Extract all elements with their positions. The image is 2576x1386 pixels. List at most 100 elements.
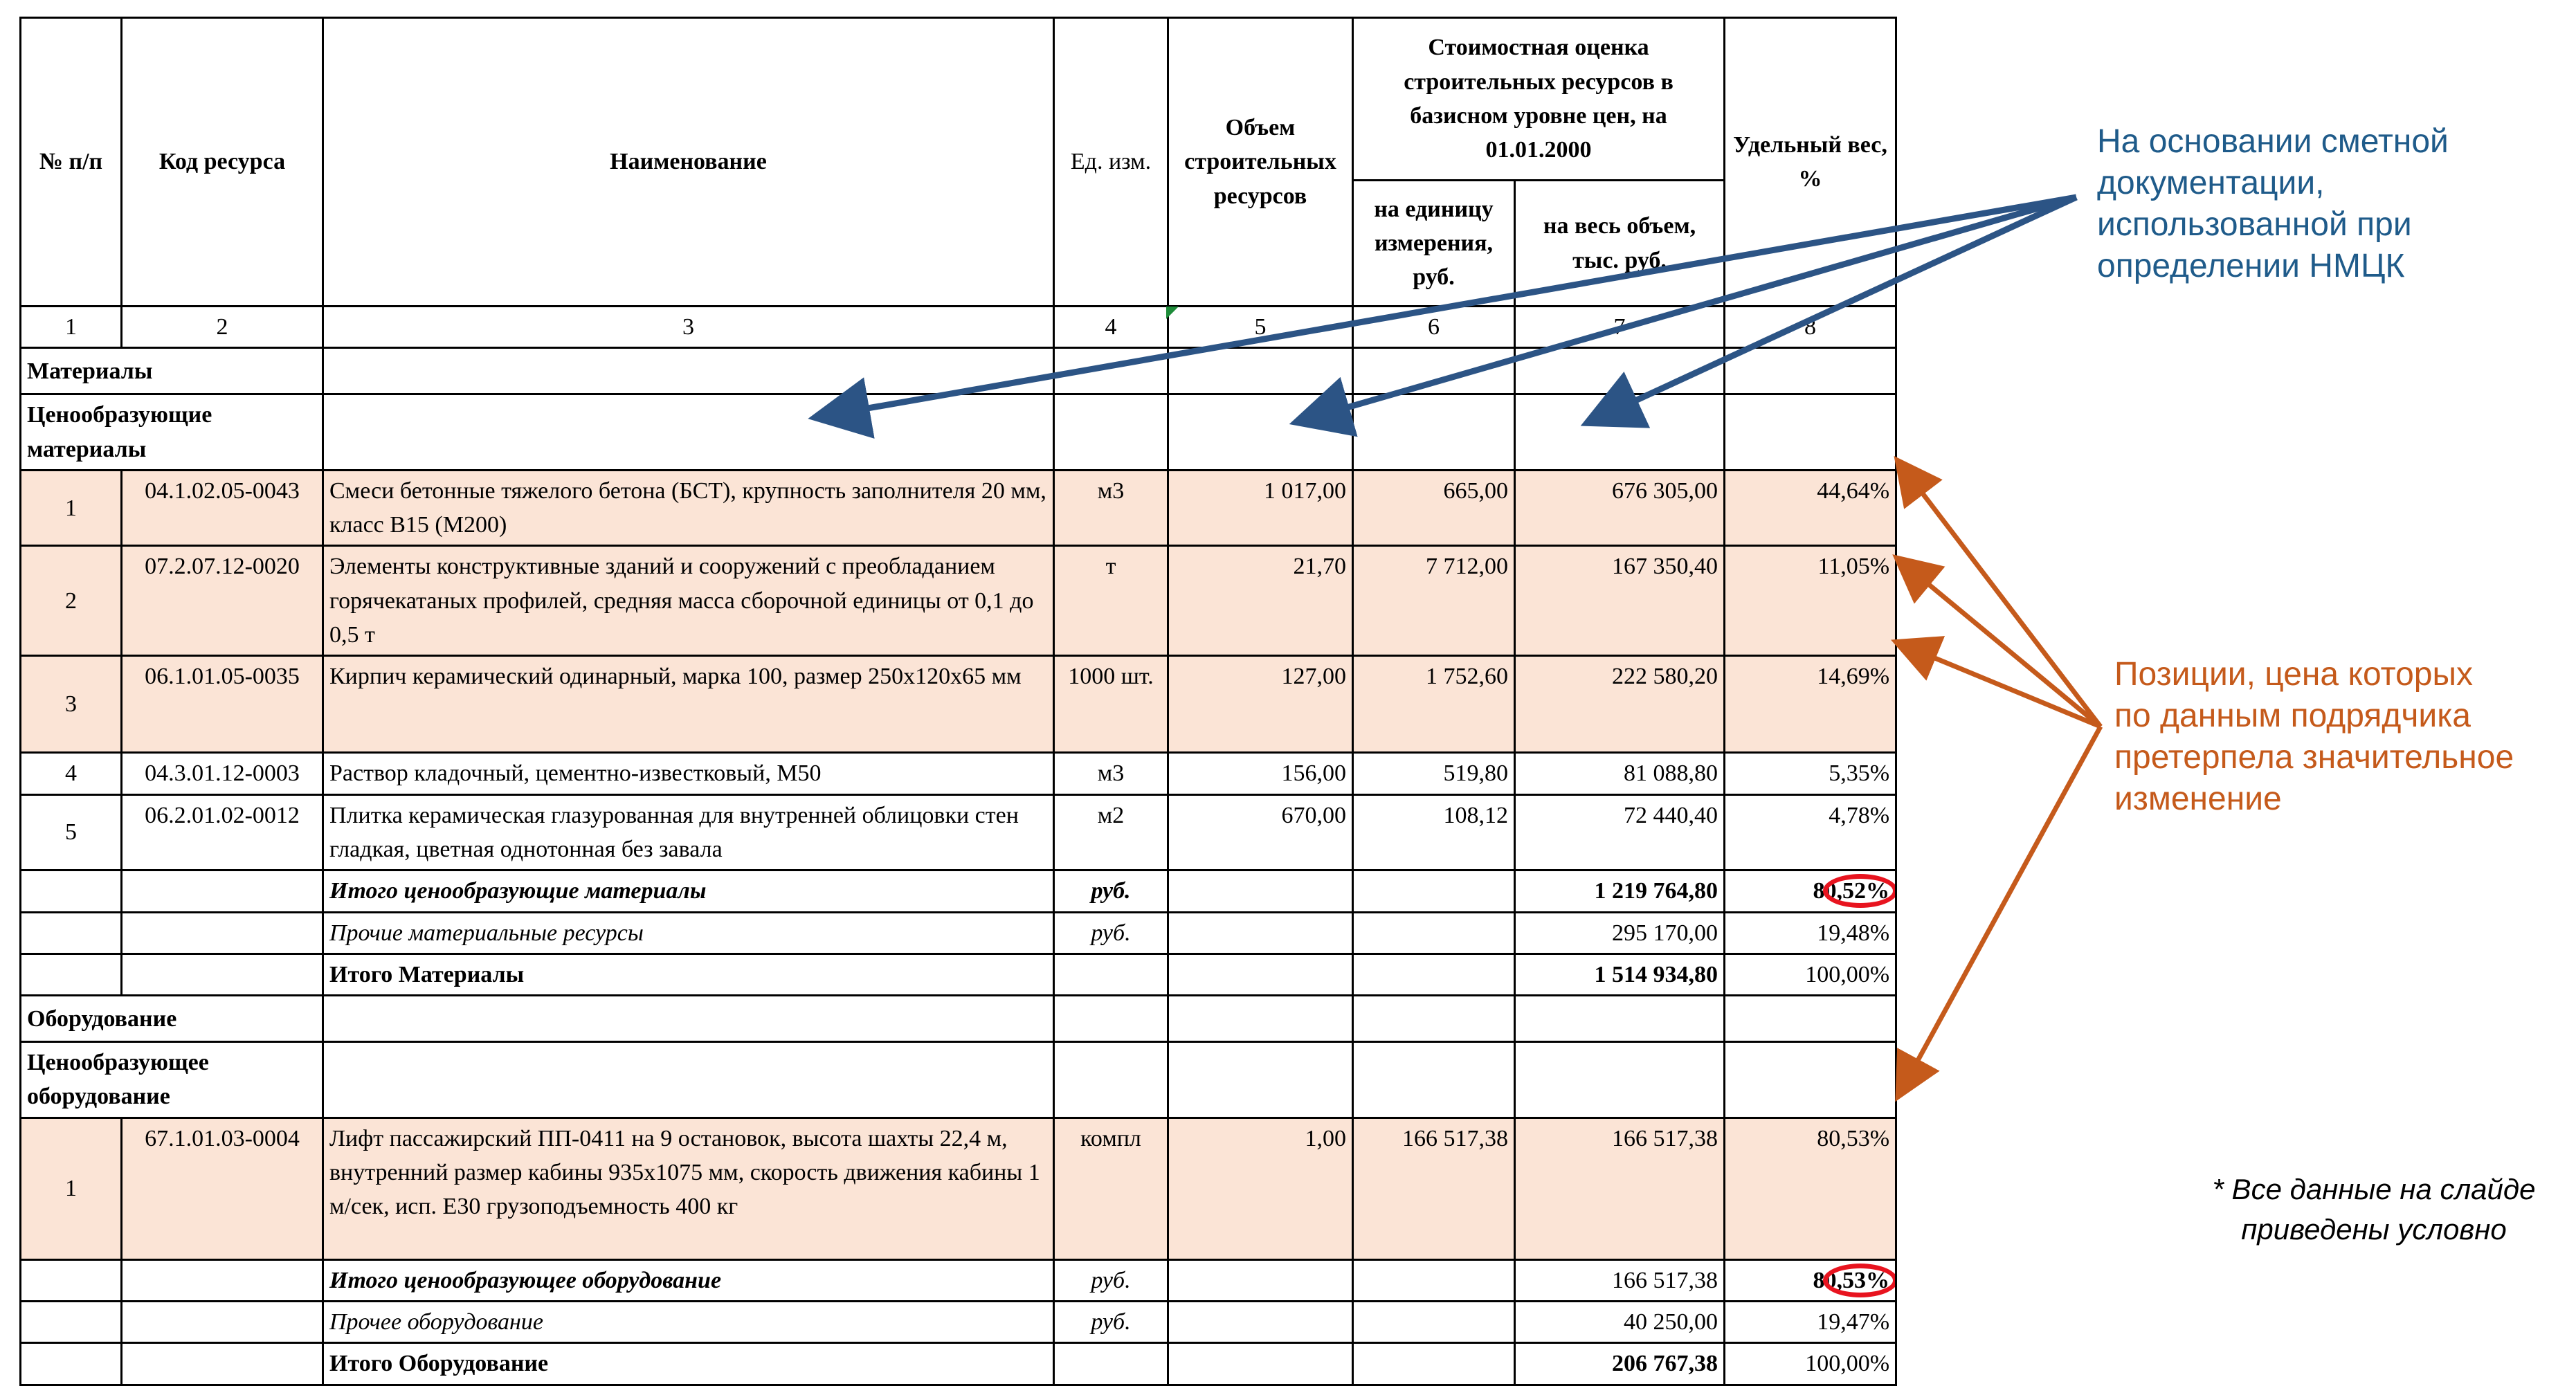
row-number: 1 [19, 468, 123, 547]
price-change-note: Позиции, цена которых по данным подрядчи… [2114, 656, 2514, 817]
resource-code: 04.1.02.05-0043 [120, 468, 324, 547]
orange-arrow [1895, 725, 2103, 1102]
other-equipment-weight: 19,47% [1723, 1300, 1898, 1344]
unit: м3 [1053, 468, 1169, 547]
volume: 1 017,00 [1167, 468, 1354, 547]
resource-name: Кирпич керамический одинарный, марка 100… [322, 655, 1055, 754]
empty-cell [1167, 1300, 1354, 1344]
blue-arrow [808, 194, 2077, 439]
resource-name: Элементы конструктивные зданий и сооруже… [322, 545, 1055, 657]
empty-cell [120, 1342, 324, 1386]
empty-cell [19, 952, 123, 997]
resource-code: 07.2.07.12-0020 [120, 545, 324, 657]
section-equipment-label: Оборудование [19, 994, 324, 1043]
unit-price: 108,12 [1352, 793, 1516, 872]
source-note: На основании сметной документации, испол… [2097, 123, 2449, 284]
unit: м2 [1053, 793, 1169, 872]
resource-table: № п/п Код ресурса Наименование Ед. изм. … [19, 17, 1898, 1386]
footnote: * Все данные на слайде приведены условно [2212, 1173, 2536, 1246]
empty-cell [1167, 1041, 1354, 1119]
empty-cell [1352, 1041, 1516, 1119]
unit: компл [1053, 1116, 1169, 1261]
row-number: 2 [19, 545, 123, 657]
empty-cell [1053, 994, 1169, 1043]
column-number: 3 [322, 304, 1055, 349]
empty-cell [322, 347, 1055, 396]
header-volume: Объем строительных ресурсов [1167, 17, 1354, 307]
resource-code: 06.1.01.05-0035 [120, 655, 324, 754]
header-unit: Ед. изм. [1053, 17, 1169, 307]
weight-percent: 11,05% [1723, 545, 1898, 657]
empty-cell [1723, 994, 1898, 1043]
total-materials: Итого Материалы 1 514 934,80 100,00% [19, 952, 1898, 997]
unit-price: 166 517,38 [1352, 1116, 1516, 1261]
empty-cell [1167, 952, 1354, 997]
section-equipment: Оборудование [19, 994, 1898, 1043]
total-cost: 72 440,40 [1513, 793, 1726, 872]
resource-name: Смеси бетонные тяжелого бетона (БСТ), кр… [322, 468, 1055, 547]
empty-cell [120, 952, 324, 997]
total-materials-unit [1053, 952, 1169, 997]
total-equipment-weight: 100,00% [1723, 1342, 1898, 1386]
weight-percent: 4,78% [1723, 793, 1898, 872]
total-cost: 676 305,00 [1513, 468, 1726, 547]
other-materials: Прочие материальные ресурсы руб. 295 170,0… [19, 911, 1898, 955]
table-row: 2 07.2.07.12-0020 Элементы конструктивные … [19, 545, 1898, 657]
column-number: 2 [120, 304, 324, 349]
empty-cell [322, 994, 1055, 1043]
other-equipment: Прочее оборудование руб. 40 250,00 19,47% [19, 1300, 1898, 1344]
subtotal-materials-total: 1 219 764,80 [1513, 869, 1726, 913]
total-cost: 167 350,40 [1513, 545, 1726, 657]
column-number: 1 [19, 304, 123, 349]
cell-comment-marker [1166, 307, 1179, 319]
volume: 156,00 [1167, 751, 1354, 796]
empty-cell [1167, 1342, 1354, 1386]
other-materials-unit: руб. [1053, 911, 1169, 955]
header-num: № п/п [19, 17, 123, 307]
empty-cell [1352, 952, 1516, 997]
column-number: 4 [1053, 304, 1169, 349]
volume: 127,00 [1167, 655, 1354, 754]
resource-code: 67.1.01.03-0004 [120, 1116, 324, 1261]
other-equipment-label: Прочее оборудование [322, 1300, 1055, 1344]
total-materials-weight-value: 100,00% [1805, 961, 1890, 987]
other-equipment-total: 40 250,00 [1513, 1300, 1726, 1344]
other-equipment-weight-value: 19,47% [1817, 1309, 1890, 1335]
total-equipment: Итого Оборудование 206 767,38 100,00% [19, 1342, 1898, 1386]
unit: 1000 шт. [1053, 655, 1169, 754]
row-number: 3 [19, 655, 123, 754]
unit-price: 519,80 [1352, 751, 1516, 796]
empty-cell [1352, 1300, 1516, 1344]
header-name: Наименование [322, 17, 1055, 307]
weight-percent: 14,69% [1723, 655, 1898, 754]
subsection-pricing-materials-label: Ценообразующие материалы [19, 393, 324, 471]
weight-percent: 5,35% [1723, 751, 1898, 796]
total-equipment-total: 206 767,38 [1513, 1342, 1726, 1386]
other-materials-weight: 19,48% [1723, 911, 1898, 955]
subsection-pricing-materials: Ценообразующие материалы [19, 393, 1898, 471]
table-row: 1 04.1.02.05-0043 Смеси бетонные тяжелого … [19, 468, 1898, 547]
empty-cell [19, 911, 123, 955]
table-body: 1 2 3 4 5 6 7 8 Материалы Ценообразующие … [19, 304, 1898, 1386]
empty-cell [1723, 1041, 1898, 1119]
empty-cell [1167, 994, 1354, 1043]
orange-arrow [1894, 455, 2103, 729]
section-materials-label: Материалы [19, 347, 324, 396]
volume: 1,00 [1167, 1116, 1354, 1261]
empty-cell [1513, 994, 1726, 1043]
orange-arrow [1891, 636, 2102, 729]
subtotal-materials-weight: 80,52% [1723, 869, 1898, 913]
blue-arrow [1580, 194, 2078, 428]
subsection-pricing-equipment-label: Ценообразующее оборудование [19, 1041, 324, 1119]
column-number: 8 [1723, 304, 1898, 349]
subtotal-materials-unit: руб. [1053, 869, 1169, 913]
table-row: 1 67.1.01.03-0004 Лифт пассажирский ПП-041… [19, 1116, 1898, 1261]
empty-cell [120, 869, 324, 913]
empty-cell [1053, 1041, 1169, 1119]
header-code: Код ресурса [120, 17, 324, 307]
empty-cell [322, 393, 1055, 471]
table-row: 5 06.2.01.02-0012 Плитка керамическая глаз… [19, 793, 1898, 872]
total-materials-total: 1 514 934,80 [1513, 952, 1726, 997]
total-equipment-label: Итого Оборудование [322, 1342, 1055, 1386]
row-number: 4 [19, 751, 123, 796]
